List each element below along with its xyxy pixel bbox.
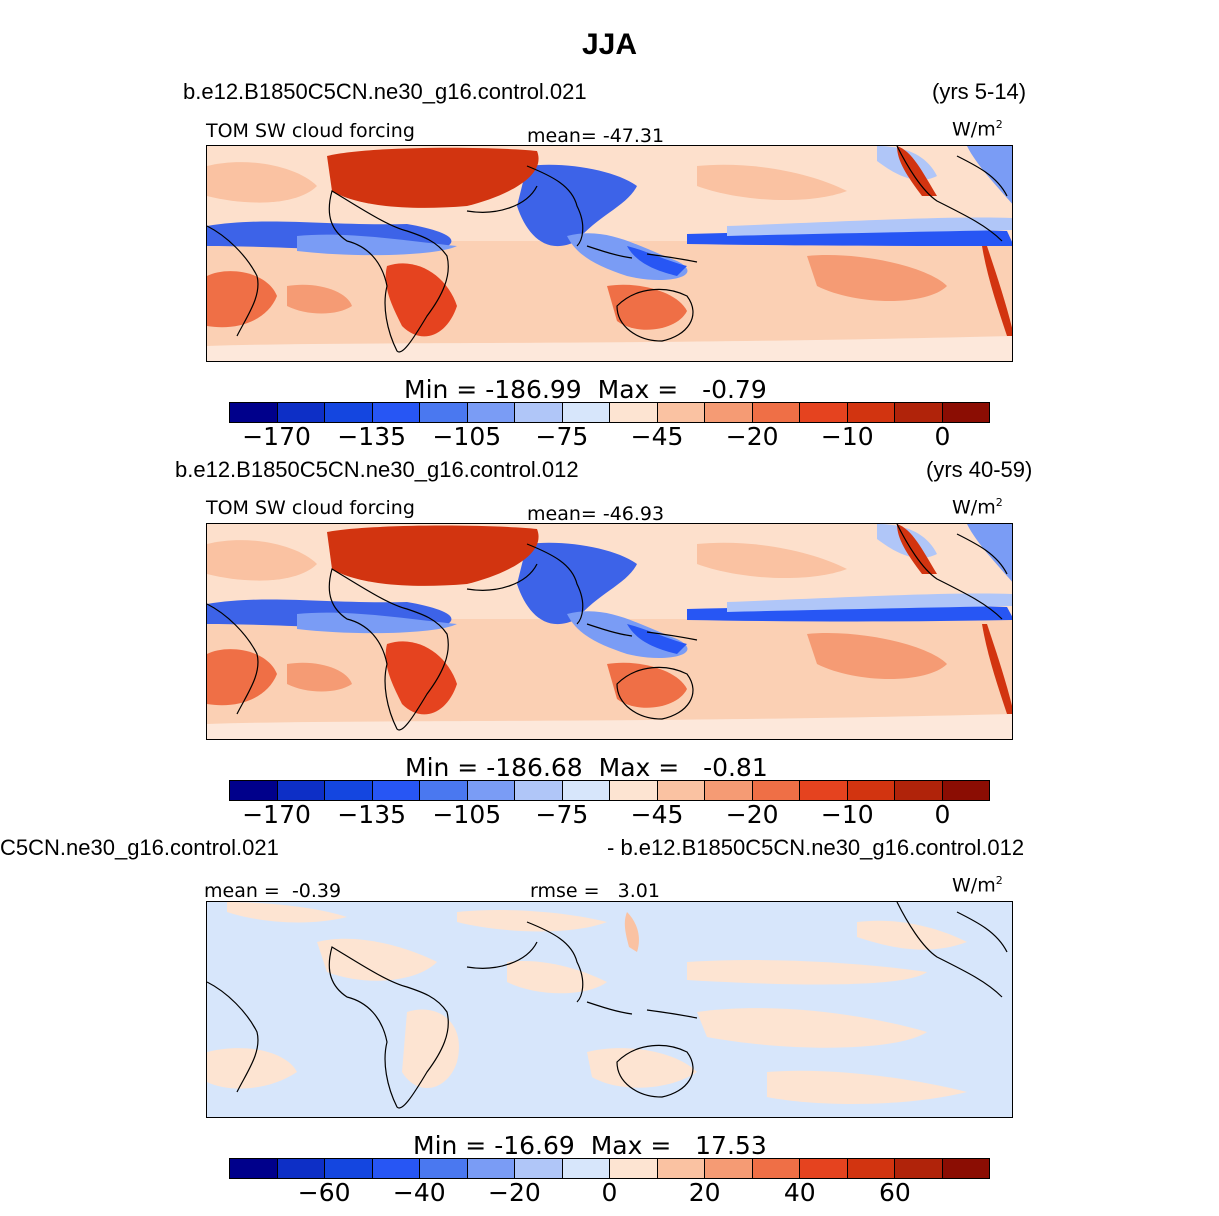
colorbar-swatch xyxy=(325,781,373,800)
colorbar-swatch xyxy=(752,403,800,422)
colorbar-swatch xyxy=(657,403,705,422)
panel3-map-svg xyxy=(207,902,1012,1117)
colorbar-tick-label: −135 xyxy=(337,422,407,451)
colorbar-tick-label: −60 xyxy=(297,1178,351,1207)
colorbar-tick-label: −75 xyxy=(535,800,589,829)
panel3-case-left: C5CN.ne30_g16.control.021 xyxy=(0,835,279,860)
colorbar-tick-label: −45 xyxy=(630,422,684,451)
colorbar-swatch xyxy=(230,1159,278,1178)
colorbar-tick-label: −10 xyxy=(820,800,874,829)
panel2-minmax: Min = -186.68 Max = -0.81 xyxy=(405,753,768,782)
colorbar-swatch xyxy=(277,1159,325,1178)
colorbar-tick-label: −135 xyxy=(337,800,407,829)
colorbar-swatch xyxy=(420,1159,468,1178)
colorbar-swatch xyxy=(230,781,278,800)
colorbar-swatch xyxy=(800,403,848,422)
colorbar-swatch xyxy=(467,1159,515,1178)
colorbar-tick-label: 0 xyxy=(601,1178,618,1207)
colorbar-tick-label: −105 xyxy=(432,800,502,829)
colorbar-tick-label: −20 xyxy=(725,422,779,451)
colorbar-tick-label: −170 xyxy=(242,422,311,451)
colorbar-swatch xyxy=(847,403,895,422)
colorbar-swatch xyxy=(800,1159,848,1178)
panel1-colorbar xyxy=(229,402,990,423)
colorbar-swatch xyxy=(325,403,373,422)
colorbar-tick-label: −45 xyxy=(630,800,684,829)
colorbar-tick-label: 40 xyxy=(783,1178,816,1207)
colorbar-swatch xyxy=(610,403,658,422)
colorbar-swatch xyxy=(942,781,989,800)
colorbar-swatch xyxy=(847,781,895,800)
colorbar-swatch xyxy=(895,403,943,422)
page-title: JJA xyxy=(581,28,638,61)
panel2-colorbar xyxy=(229,780,990,801)
colorbar-tick-label: −20 xyxy=(725,800,779,829)
colorbar-tick-label: −20 xyxy=(487,1178,541,1207)
panel1-minmax: Min = -186.99 Max = -0.79 xyxy=(404,375,767,404)
colorbar-swatch xyxy=(942,403,989,422)
panel2-years: (yrs 40-59) xyxy=(926,457,1033,482)
colorbar-swatch xyxy=(752,1159,800,1178)
colorbar-swatch xyxy=(515,781,563,800)
colorbar-tick-label: −170 xyxy=(242,800,311,829)
colorbar-tick-label: 0 xyxy=(934,422,951,451)
panel1-map xyxy=(206,145,1013,362)
colorbar-swatch xyxy=(657,1159,705,1178)
colorbar-swatch xyxy=(372,1159,420,1178)
colorbar-swatch xyxy=(895,1159,943,1178)
panel1-map-svg xyxy=(207,146,1012,361)
colorbar-swatch xyxy=(420,403,468,422)
panel1-case-name: b.e12.B1850C5CN.ne30_g16.control.021 xyxy=(183,79,587,104)
colorbar-swatch xyxy=(800,781,848,800)
colorbar-tick-label: −10 xyxy=(820,422,874,451)
colorbar-swatch xyxy=(467,781,515,800)
panel3-units: W/m2 xyxy=(952,874,1003,897)
colorbar-swatch xyxy=(705,403,753,422)
colorbar-swatch xyxy=(610,781,658,800)
colorbar-swatch xyxy=(277,781,325,800)
colorbar-swatch xyxy=(372,781,420,800)
panel1-mean: mean= -47.31 xyxy=(527,125,665,147)
panel2-case-name: b.e12.B1850C5CN.ne30_g16.control.012 xyxy=(175,457,579,482)
panel3-mean: mean = -0.39 xyxy=(204,880,342,902)
panel1-variable: TOM SW cloud forcing xyxy=(206,120,415,142)
colorbar-swatch xyxy=(895,781,943,800)
colorbar-swatch xyxy=(752,781,800,800)
colorbar-tick-label: 0 xyxy=(934,800,951,829)
panel2-mean: mean= -46.93 xyxy=(527,503,665,525)
colorbar-swatch xyxy=(467,403,515,422)
panel3-colorbar xyxy=(229,1158,990,1179)
colorbar-swatch xyxy=(657,781,705,800)
panel3-rmse: rmse = 3.01 xyxy=(530,880,660,902)
colorbar-swatch xyxy=(325,1159,373,1178)
colorbar-tick-label: −105 xyxy=(432,422,502,451)
colorbar-tick-label: 60 xyxy=(878,1178,911,1207)
panel3-case-right: - b.e12.B1850C5CN.ne30_g16.control.012 xyxy=(607,835,1025,860)
colorbar-tick-label: −75 xyxy=(535,422,589,451)
panel2-map xyxy=(206,523,1013,740)
colorbar-swatch xyxy=(562,781,610,800)
colorbar-swatch xyxy=(610,1159,658,1178)
colorbar-swatch xyxy=(372,403,420,422)
colorbar-swatch xyxy=(420,781,468,800)
colorbar-swatch xyxy=(515,1159,563,1178)
panel3-map xyxy=(206,901,1013,1118)
panel2-units: W/m2 xyxy=(952,496,1003,519)
colorbar-swatch xyxy=(562,403,610,422)
panel1-years: (yrs 5-14) xyxy=(932,79,1027,104)
panel2-variable: TOM SW cloud forcing xyxy=(206,497,415,519)
colorbar-swatch xyxy=(705,781,753,800)
colorbar-swatch xyxy=(562,1159,610,1178)
colorbar-swatch xyxy=(942,1159,989,1178)
colorbar-tick-label: −40 xyxy=(392,1178,446,1207)
colorbar-swatch xyxy=(230,403,278,422)
colorbar-swatch xyxy=(847,1159,895,1178)
panel1-units: W/m2 xyxy=(952,118,1003,141)
panel3-minmax: Min = -16.69 Max = 17.53 xyxy=(413,1131,767,1160)
colorbar-swatch xyxy=(277,403,325,422)
panel2-map-svg xyxy=(207,524,1012,739)
colorbar-swatch xyxy=(515,403,563,422)
colorbar-swatch xyxy=(705,1159,753,1178)
colorbar-tick-label: 20 xyxy=(688,1178,721,1207)
